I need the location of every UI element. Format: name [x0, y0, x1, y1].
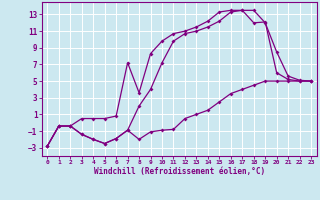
X-axis label: Windchill (Refroidissement éolien,°C): Windchill (Refroidissement éolien,°C) — [94, 167, 265, 176]
